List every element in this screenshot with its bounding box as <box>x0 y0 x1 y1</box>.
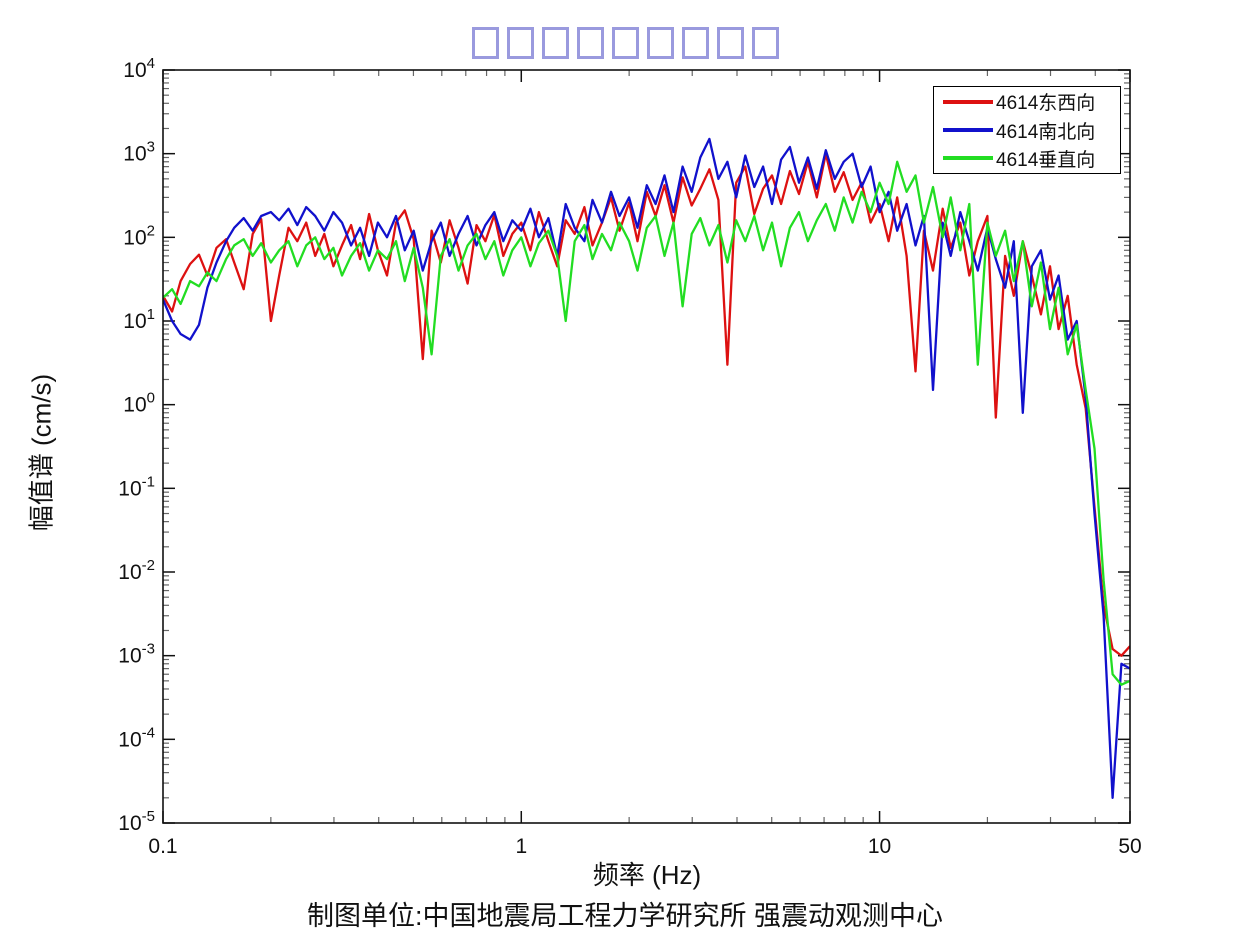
legend-line-sample <box>943 128 993 132</box>
x-axis-label: 频率 (Hz) <box>592 860 702 890</box>
y-tick-label: 100 <box>123 390 155 417</box>
series-line <box>163 137 1130 799</box>
missing-glyph-box <box>681 27 709 59</box>
legend-line-sample <box>943 156 993 161</box>
y-tick-label: 10-4 <box>118 724 155 751</box>
y-tick-label: 101 <box>123 306 155 333</box>
legend-entry: 4614南北向 <box>934 117 1120 144</box>
missing-glyph-box <box>646 27 674 59</box>
legend-box: 4614东西向 4614南北向 4614垂直向 <box>933 86 1121 174</box>
y-tick-label: 10-3 <box>118 641 155 668</box>
missing-glyph-box <box>506 27 534 59</box>
y-tick-label: 103 <box>123 139 155 166</box>
legend-label: 4614南北向 <box>996 121 1096 143</box>
missing-glyph-box <box>541 27 569 59</box>
missing-glyph-box <box>716 27 744 59</box>
x-tick-label: 10 <box>868 835 891 858</box>
y-tick-label: 10-2 <box>118 557 155 584</box>
legend-entry: 4614东西向 <box>934 88 1120 115</box>
caption-text: 制图单位:中国地震局工程力学研究所 强震动观测中心 <box>306 901 943 931</box>
y-tick-label: 104 <box>123 55 155 82</box>
legend-line-sample <box>943 99 993 104</box>
legend-entry: 4614垂直向 <box>934 145 1120 172</box>
series-line <box>163 152 1130 657</box>
y-tick-label: 10-1 <box>118 473 155 500</box>
plot-title-missing-glyphs <box>0 27 1250 59</box>
y-tick-label: 102 <box>123 222 155 249</box>
x-tick-label: 0.1 <box>148 835 177 858</box>
y-tick-label: 10-5 <box>118 808 155 835</box>
series-line <box>163 160 1130 686</box>
legend-label: 4614垂直向 <box>996 149 1096 171</box>
legend-label: 4614东西向 <box>996 93 1096 115</box>
x-tick-label: 50 <box>1118 835 1141 858</box>
x-tick-label: 1 <box>515 835 527 858</box>
series-group <box>163 137 1130 799</box>
y-axis-label: 幅值谱 (cm/s) <box>26 373 57 532</box>
missing-glyph-box <box>751 27 779 59</box>
axes-frame <box>162 69 1131 824</box>
missing-glyph-box <box>471 27 499 59</box>
missing-glyph-box <box>576 27 604 59</box>
missing-glyph-box <box>611 27 639 59</box>
